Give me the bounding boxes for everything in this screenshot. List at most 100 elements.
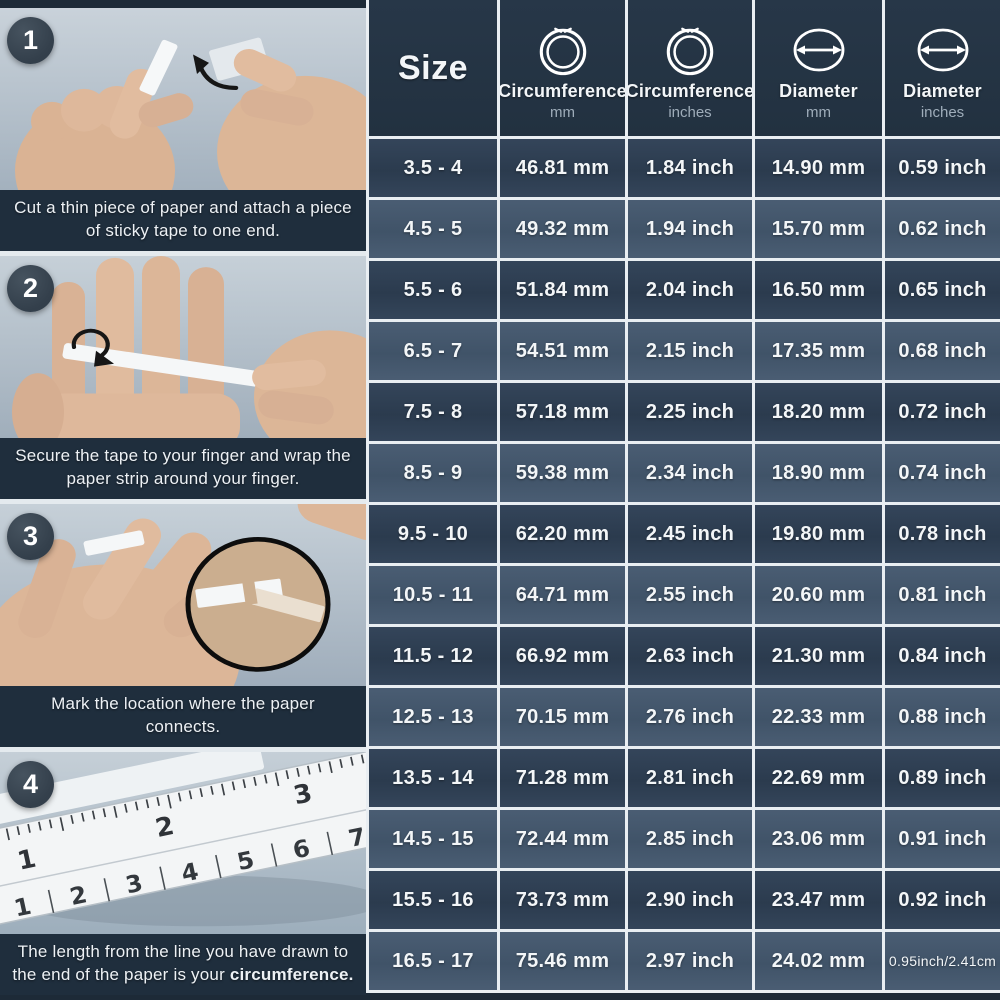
curved-arrow <box>71 328 114 367</box>
column-unit: inches <box>920 104 965 121</box>
table-cell: 2.34 inch <box>625 444 752 505</box>
table-cell: 0.68 inch <box>882 322 1000 383</box>
table-cell: 73.73 mm <box>497 871 625 932</box>
table-cell: 22.69 mm <box>752 749 882 810</box>
column-unit: inches <box>668 104 712 121</box>
diameter-icon <box>915 21 971 79</box>
step-number-badge: 2 <box>7 265 54 312</box>
table-cell-size: 15.5 - 16 <box>366 871 497 932</box>
table-cell-size: 7.5 - 8 <box>366 383 497 444</box>
step1-photo <box>0 8 366 191</box>
table-cell: 22.33 mm <box>752 688 882 749</box>
table-cell: 62.20 mm <box>497 505 625 566</box>
finger-top-right <box>297 504 366 541</box>
table-cell: 2.04 inch <box>625 261 752 322</box>
ruler: 1 2 3 32 1 2 3 4 5 6 7 <box>0 752 366 931</box>
column-title: Diameter <box>903 81 982 101</box>
table-cell: 0.65 inch <box>882 261 1000 322</box>
table-cell: 2.76 inch <box>625 688 752 749</box>
circumference-icon <box>536 21 590 79</box>
table-cell-size: 10.5 - 11 <box>366 566 497 627</box>
table-cell-size: 12.5 - 13 <box>366 688 497 749</box>
table-cell: 18.90 mm <box>752 444 882 505</box>
table-cell: 17.35 mm <box>752 322 882 383</box>
column-header-diameter-inches: Diameter inches <box>882 0 1000 139</box>
paper-strip <box>62 343 280 390</box>
step2-caption: Secure the tape to your finger and wrap … <box>0 438 366 499</box>
diameter-icon <box>791 21 847 79</box>
table-cell: 2.55 inch <box>625 566 752 627</box>
table-cell: 0.88 inch <box>882 688 1000 749</box>
table-cell: 49.32 mm <box>497 200 625 261</box>
step-number-badge: 4 <box>7 761 54 808</box>
table-cell: 1.84 inch <box>625 139 752 200</box>
svg-text:5: 5 <box>235 846 257 876</box>
pinching-hand <box>252 330 366 439</box>
size-chart-panel: Size Circumference mm Circumference inch… <box>366 0 1000 1000</box>
svg-text:3: 3 <box>123 869 145 899</box>
step2-illustration <box>0 256 366 439</box>
table-cell: 70.15 mm <box>497 688 625 749</box>
table-cell: 0.92 inch <box>882 871 1000 932</box>
table-cell: 1.94 inch <box>625 200 752 261</box>
table-cell: 0.84 inch <box>882 627 1000 688</box>
paper-strip <box>139 39 178 96</box>
paper-strip <box>0 752 265 832</box>
step-number-badge: 1 <box>7 17 54 64</box>
step1-illustration <box>0 8 366 191</box>
table-cell: 0.91 inch <box>882 810 1000 871</box>
table-cell: 54.51 mm <box>497 322 625 383</box>
table-cell: 19.80 mm <box>752 505 882 566</box>
table-cell: 51.84 mm <box>497 261 625 322</box>
column-header-circumference-inches: Circumference inches <box>625 0 752 139</box>
table-cell: 71.28 mm <box>497 749 625 810</box>
table-cell: 59.38 mm <box>497 444 625 505</box>
svg-text:2: 2 <box>67 880 89 910</box>
table-cell: 75.46 mm <box>497 932 625 993</box>
table-cell: 0.72 inch <box>882 383 1000 444</box>
table-cell: 15.70 mm <box>752 200 882 261</box>
column-header-circumference-mm: Circumference mm <box>497 0 625 139</box>
table-cell: 0.81 inch <box>882 566 1000 627</box>
table-cell: 2.25 inch <box>625 383 752 444</box>
ring-size-table: Size Circumference mm Circumference inch… <box>366 0 1000 993</box>
table-cell: 2.90 inch <box>625 871 752 932</box>
svg-text:1: 1 <box>12 892 34 922</box>
table-cell-size: 3.5 - 4 <box>366 139 497 200</box>
table-cell: 2.97 inch <box>625 932 752 993</box>
table-cell: 14.90 mm <box>752 139 882 200</box>
table-cell: 24.02 mm <box>752 932 882 993</box>
table-cell: 0.62 inch <box>882 200 1000 261</box>
step4-caption-text: The length from the line you have drawn … <box>12 942 349 984</box>
table-cell-size: 6.5 - 7 <box>366 322 497 383</box>
step-card-1: 1 <box>0 8 366 251</box>
table-cell: 2.45 inch <box>625 505 752 566</box>
table-cell: 20.60 mm <box>752 566 882 627</box>
table-cell: 72.44 mm <box>497 810 625 871</box>
table-cell-size: 13.5 - 14 <box>366 749 497 810</box>
table-cell: 23.06 mm <box>752 810 882 871</box>
table-cell-size: 5.5 - 6 <box>366 261 497 322</box>
step1-caption: Cut a thin piece of paper and attach a p… <box>0 190 366 251</box>
table-cell-footnote: 0.95inch/2.41cm <box>882 932 1000 993</box>
table-cell-size: 9.5 - 10 <box>366 505 497 566</box>
table-cell-size: 16.5 - 17 <box>366 932 497 993</box>
table-cell-size: 8.5 - 9 <box>366 444 497 505</box>
column-unit: mm <box>806 104 831 121</box>
step-card-2: 2 <box>0 251 366 499</box>
column-header-diameter-mm: Diameter mm <box>752 0 882 139</box>
svg-text:4: 4 <box>179 857 201 887</box>
column-header-size: Size <box>366 0 497 139</box>
step3-photo <box>0 504 366 687</box>
table-cell: 2.81 inch <box>625 749 752 810</box>
table-cell: 0.74 inch <box>882 444 1000 505</box>
step4-photo: 1 2 3 32 1 2 3 4 5 6 7 <box>0 752 366 935</box>
step-number-badge: 3 <box>7 513 54 560</box>
table-cell: 0.89 inch <box>882 749 1000 810</box>
table-cell: 0.78 inch <box>882 505 1000 566</box>
step3-caption: Mark the location where the paper connec… <box>0 686 366 747</box>
table-cell-size: 4.5 - 5 <box>366 200 497 261</box>
table-cell-size: 11.5 - 12 <box>366 627 497 688</box>
svg-text:6: 6 <box>290 834 312 864</box>
column-title: Circumference <box>498 81 625 101</box>
